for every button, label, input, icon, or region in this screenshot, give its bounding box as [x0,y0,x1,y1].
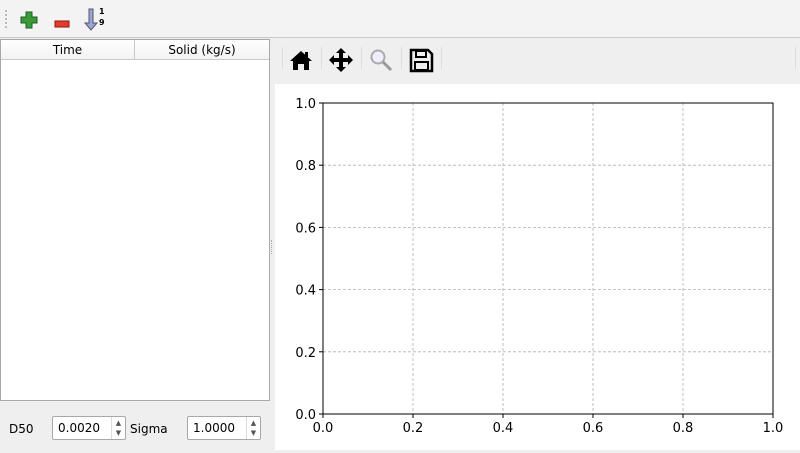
x-tick-label: 0.2 [403,421,424,436]
sort-label-bottom: 9 [99,18,105,27]
home-button[interactable] [288,47,314,73]
y-tick-label: 0.0 [295,408,316,423]
sort-descending-icon [83,8,99,31]
green-plus-icon [20,11,38,29]
separator [795,47,796,69]
x-tick-label: 0.4 [493,421,514,436]
table-header: Time Solid (kg/s) [1,40,269,60]
zoom-button[interactable] [368,47,394,73]
toolbar-grip[interactable] [5,10,8,28]
d50-spinbox[interactable]: 0.0020 ▲ ▼ [52,416,126,440]
save-icon [409,48,434,73]
sort-label-top: 1 [99,7,105,16]
d50-label: D50 [9,422,34,436]
axes-frame [322,102,774,415]
data-table[interactable]: Time Solid (kg/s) [0,39,270,401]
plot-canvas[interactable]: 0.0 0.2 0.4 0.6 0.8 1.0 0.0 0.2 0.4 0.6 0.8 1.0 [275,84,800,450]
sigma-value: 1.0000 [193,421,235,435]
sigma-label: Sigma [130,422,168,436]
pan-icon [329,48,353,72]
column-header-solid[interactable]: Solid (kg/s) [168,43,236,57]
d50-stepper-arrows[interactable]: ▲ ▼ [111,417,125,439]
column-header-time[interactable]: Time [1,40,135,59]
y-tick-label: 0.4 [295,284,316,299]
splitter-handle[interactable] [271,240,274,254]
separator [361,47,362,69]
zoom-icon [370,49,393,72]
x-tick-label: 0.6 [583,421,604,436]
y-tick-label: 0.8 [295,159,316,174]
red-minus-icon [54,20,70,28]
y-tick-label: 0.6 [295,221,316,236]
y-tick-label: 1.0 [295,97,316,112]
save-button[interactable] [408,47,434,73]
home-icon [290,51,312,70]
add-row-button[interactable] [17,7,41,31]
d50-value: 0.0020 [58,421,100,435]
y-tick-label: 0.2 [295,346,316,361]
separator [282,47,283,69]
separator [321,47,322,69]
x-tick-label: 0.0 [313,421,334,436]
x-tick-label: 1.0 [763,421,784,436]
plot-toolbar [275,39,800,83]
pan-button[interactable] [328,47,354,73]
sigma-stepper-arrows[interactable]: ▲ ▼ [246,417,260,439]
sigma-spinbox[interactable]: 1.0000 ▲ ▼ [187,416,261,440]
separator [441,47,442,69]
chart: 0.0 0.2 0.4 0.6 0.8 1.0 0.0 0.2 0.4 0.6 0.8 1.0 [295,97,784,436]
remove-row-button[interactable] [50,7,74,31]
sort-button[interactable]: 1 9 [82,7,108,31]
x-tick-label: 0.8 [673,421,694,436]
main-toolbar: 1 9 [0,0,800,38]
separator [401,47,402,69]
